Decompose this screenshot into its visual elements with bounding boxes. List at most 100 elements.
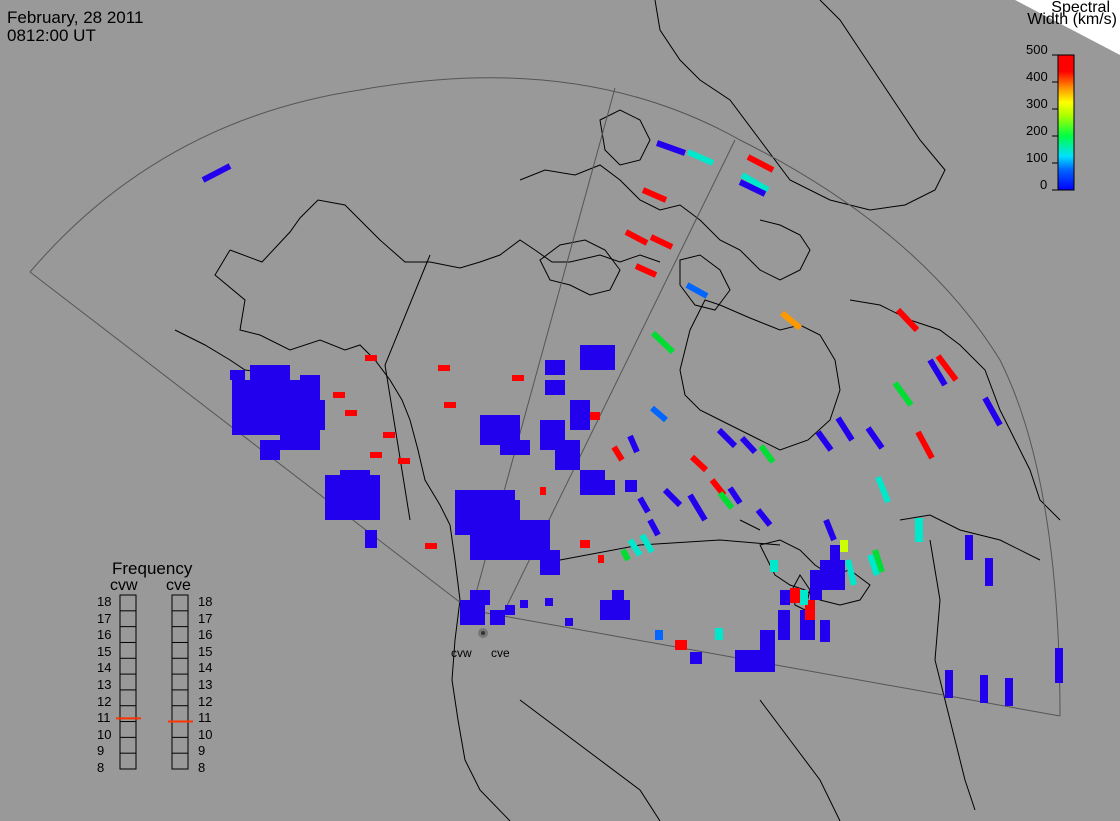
radar-streak: [201, 163, 232, 183]
freq-scale-label: 18: [198, 594, 213, 609]
radar-cell: [598, 555, 604, 563]
radar-cell: [1005, 678, 1013, 706]
radar-streak: [634, 263, 658, 278]
radar-cell: [365, 355, 377, 361]
radar-streak: [620, 548, 631, 562]
freq-scale-label: 10: [198, 726, 213, 742]
radar-cell: [965, 535, 973, 560]
radar-streak: [717, 491, 735, 510]
radar-cell: [612, 590, 624, 602]
freq-scale-label: 14: [198, 660, 213, 676]
radar-cell: [370, 452, 382, 458]
radar-streak: [639, 533, 655, 554]
radar-cell: [340, 470, 370, 480]
border-layer: [384, 254, 781, 561]
radar-cell: [565, 618, 573, 626]
radar-cell: [505, 605, 515, 615]
freq-scale-label: 8: [198, 760, 206, 775]
legend-tick: 300: [1026, 96, 1048, 111]
radar-cell: [830, 545, 840, 560]
radar-streak: [716, 427, 738, 449]
freq-scale-label: 18: [97, 594, 112, 609]
radar-cell: [570, 400, 590, 430]
radar-cell: [500, 500, 520, 540]
radar-cell: [778, 610, 790, 640]
radar-data-layer: [201, 140, 1063, 706]
radar-cell: [790, 588, 800, 603]
radar-streak: [647, 518, 661, 537]
radar-streak: [650, 330, 676, 355]
radar-streak: [935, 354, 959, 382]
radar-streak: [867, 554, 880, 576]
freq-scale-label: 8: [97, 760, 105, 775]
radar-cell: [840, 540, 848, 552]
radar-cell: [945, 670, 953, 698]
legend-title-line2: Width (km/s): [1027, 11, 1117, 28]
radar-cell: [490, 610, 505, 625]
freq-scale-label: 14: [97, 660, 112, 676]
radar-streak: [662, 487, 683, 508]
radar-cell: [580, 540, 590, 548]
radar-cell: [425, 543, 437, 549]
radar-label-cvw: cvw: [451, 646, 472, 660]
radar-cell: [655, 630, 663, 640]
radar-name-cvw: cvw: [110, 577, 138, 594]
radar-streak: [727, 486, 743, 505]
radar-streak: [689, 454, 709, 473]
radar-label-cve: cve: [491, 646, 510, 660]
radar-cell: [545, 380, 565, 395]
radar-streak: [865, 426, 885, 450]
radar-cell: [512, 375, 524, 381]
radar-streak: [650, 405, 668, 423]
radar-streak: [624, 229, 649, 246]
radar-cell: [780, 590, 790, 605]
freq-scale-label: 11: [97, 710, 111, 726]
radar-streak: [738, 179, 767, 197]
radar-streak: [835, 416, 855, 442]
radar-cell: [985, 558, 993, 586]
frequency-grid: [120, 610, 188, 754]
radar-streak: [685, 282, 709, 299]
radar-site-dot: [481, 631, 485, 635]
radar-streak: [740, 172, 770, 193]
map-corner: [1015, 0, 1120, 55]
radar-cell: [345, 410, 357, 416]
radar-cell: [915, 518, 923, 542]
legend-tick: 0: [1040, 177, 1048, 192]
freq-scale-label: 10: [97, 726, 112, 742]
radar-streak: [845, 559, 857, 586]
radar-cell: [470, 590, 490, 605]
legend-tick: 200: [1026, 123, 1048, 138]
radar-cell: [555, 440, 580, 470]
radar-cell: [333, 392, 345, 398]
radar-cell: [590, 412, 600, 420]
radar-streak: [637, 496, 651, 514]
radar-streak: [982, 396, 1003, 427]
radar-cell: [625, 480, 637, 492]
colorbar: [1057, 54, 1075, 191]
radar-streak: [627, 434, 640, 454]
radar-cell: [760, 630, 775, 670]
radar-streak: [915, 430, 935, 460]
radar-streak: [892, 381, 914, 407]
radar-cell: [383, 432, 395, 438]
radar-cell: [398, 458, 410, 464]
radar-cell: [444, 402, 456, 408]
radar-cell: [820, 560, 845, 590]
radar-cell: [310, 400, 325, 430]
radar-cell: [520, 600, 528, 608]
radar-streak: [895, 307, 920, 333]
freq-scale-label: 12: [97, 693, 112, 709]
radar-cell: [438, 365, 450, 371]
radar-streak: [758, 444, 776, 464]
time-label: 0812:00 UT: [7, 26, 96, 45]
radar-cell: [540, 487, 546, 495]
freq-scale-label: 9: [97, 743, 105, 759]
radar-cell: [800, 590, 808, 605]
radar-streak: [739, 435, 758, 455]
radar-cell: [770, 560, 778, 572]
freq-scale-label: 13: [198, 677, 213, 692]
radar-streak: [627, 538, 643, 557]
radar-cell: [690, 652, 702, 664]
